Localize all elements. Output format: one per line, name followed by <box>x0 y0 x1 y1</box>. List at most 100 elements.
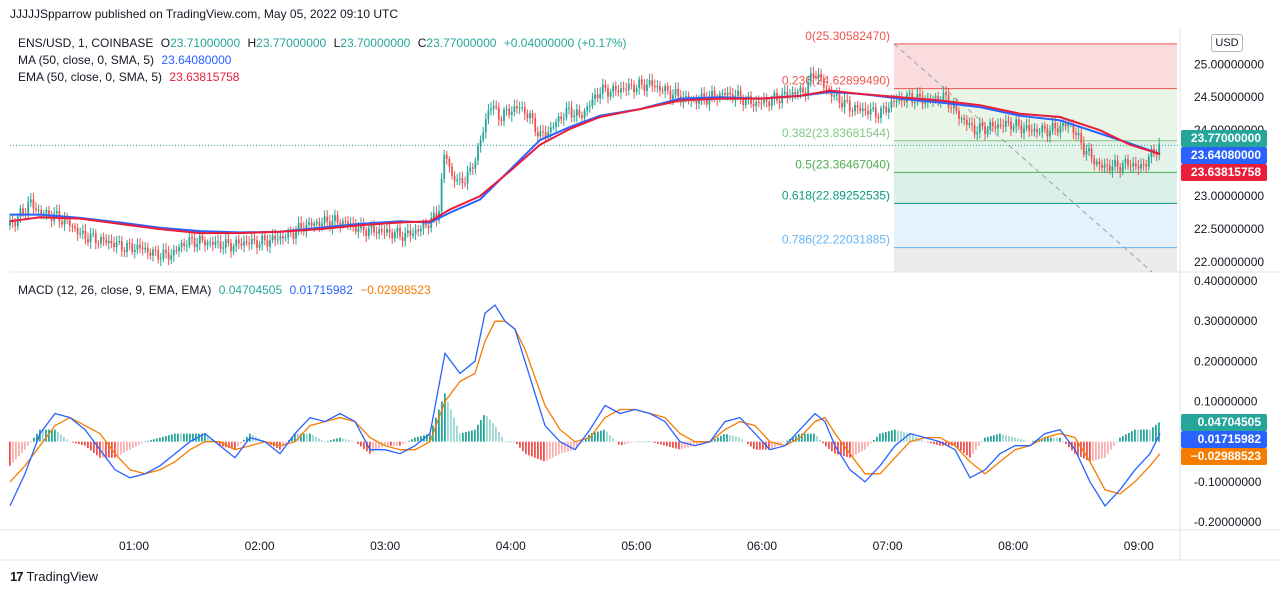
macd-histogram-bar <box>1143 429 1145 442</box>
macd-histogram-bar <box>36 433 38 442</box>
candle-body <box>219 241 222 249</box>
macd-histogram-bar <box>63 436 65 442</box>
macd-histogram-bar <box>1029 441 1031 443</box>
macd-histogram-bar <box>24 441 26 450</box>
candle-body <box>596 94 599 99</box>
time-tick-label: 06:00 <box>747 539 777 553</box>
candle-body <box>334 215 336 221</box>
time-tick-label: 09:00 <box>1124 539 1154 553</box>
candle-body <box>243 241 245 246</box>
macd-histogram-bar <box>186 433 188 442</box>
macd-histogram-bar <box>639 441 641 443</box>
macd-histogram-bar <box>618 441 620 445</box>
macd-histogram-bar <box>486 415 488 442</box>
candle-body <box>76 228 79 235</box>
candle-body <box>955 103 958 111</box>
macd-histogram-bar <box>429 433 431 442</box>
candle-body <box>386 228 388 233</box>
candle-body <box>529 113 531 119</box>
candle-body <box>149 252 152 256</box>
macd-histogram-bar <box>483 415 485 442</box>
macd-histogram-bar <box>228 441 230 449</box>
macd-histogram-bar <box>1101 441 1103 459</box>
candle-body <box>204 240 206 246</box>
candle-body <box>508 108 511 116</box>
macd-histogram-bar <box>987 436 989 442</box>
macd-histogram-bar <box>447 401 449 442</box>
macd-histogram-bar <box>132 441 134 449</box>
macd-histogram-bar <box>102 441 104 458</box>
candle-body <box>196 243 199 248</box>
candle-body <box>952 103 955 109</box>
macd-histogram-bar <box>489 419 491 442</box>
macd-histogram-bar <box>51 429 53 442</box>
macd-signal-line <box>9 320 1161 495</box>
macd-histogram-bar <box>531 441 533 457</box>
macd-histogram-bar <box>498 432 500 442</box>
macd-histogram-bar <box>1107 441 1109 454</box>
candle-body <box>266 240 269 247</box>
candle-body <box>880 108 882 119</box>
candle-body <box>804 92 807 96</box>
time-tick-label: 07:00 <box>873 539 903 553</box>
macd-histogram-bar <box>342 438 344 442</box>
candle-body <box>799 87 802 93</box>
macd-histogram-bar <box>384 441 386 446</box>
candle-body <box>651 80 654 86</box>
candle-body <box>591 98 594 106</box>
macd-histogram-bar <box>1128 432 1130 442</box>
candle-body <box>1010 121 1012 130</box>
macd-histogram-bar <box>123 441 125 453</box>
macd-histogram-bar <box>399 441 401 446</box>
candle-body <box>391 232 394 239</box>
candle-body <box>492 106 495 109</box>
candle-body <box>1121 163 1124 172</box>
candle-body <box>328 221 331 229</box>
macd-histogram-bar <box>852 441 854 457</box>
macd-hist-badge: 0.04704505 <box>1181 414 1267 431</box>
macd-histogram-bar <box>747 441 749 445</box>
candle-body <box>744 98 747 106</box>
open-label: O <box>160 36 171 50</box>
candle-body <box>271 235 274 241</box>
candle-body <box>1043 125 1046 129</box>
candle-body <box>666 86 669 91</box>
candle-body <box>14 222 17 227</box>
macd-histogram-bar <box>633 441 635 443</box>
candle-body <box>583 110 586 118</box>
candle-body <box>778 100 781 104</box>
candle-body <box>963 118 966 120</box>
macd-histogram-bar <box>702 441 704 444</box>
macd-histogram-bar <box>477 424 479 442</box>
ema-legend: EMA (50, close, 0, SMA, 5) 23.63815758 <box>18 70 243 84</box>
candle-body <box>1023 128 1025 134</box>
macd-histogram-bar <box>963 441 965 453</box>
macd-histogram-bar <box>795 435 797 442</box>
macd-histogram-bar <box>108 441 110 458</box>
macd-histogram-bar <box>402 441 404 445</box>
macd-histogram-bar <box>924 441 926 443</box>
macd-histogram-bar <box>42 429 44 442</box>
candle-body <box>172 250 175 256</box>
candle-body <box>1059 125 1062 133</box>
macd-histogram-bar <box>1011 436 1013 442</box>
candle-body <box>708 96 711 105</box>
candle-body <box>726 92 729 96</box>
currency-button[interactable]: USD <box>1211 34 1243 52</box>
tradingview-logo[interactable]: 17 TradingView <box>10 569 98 584</box>
candle-body <box>638 79 641 89</box>
candle-body <box>565 107 568 119</box>
macd-histogram-bar <box>663 441 665 446</box>
macd-histogram-bar <box>1026 440 1028 442</box>
macd-histogram-bar <box>237 441 239 447</box>
candle-body <box>209 241 212 243</box>
price-tick-label: 22.50000000 <box>1194 222 1264 236</box>
macd-histogram-bar <box>441 401 443 442</box>
macd-histogram-bar <box>1077 441 1079 456</box>
macd-histogram-bar <box>60 434 62 442</box>
macd-histogram-bar <box>414 437 416 442</box>
candle-body <box>729 92 732 95</box>
candle-body <box>414 229 417 234</box>
ma-legend: MA (50, close, 0, SMA, 5) 23.64080000 <box>18 53 235 67</box>
